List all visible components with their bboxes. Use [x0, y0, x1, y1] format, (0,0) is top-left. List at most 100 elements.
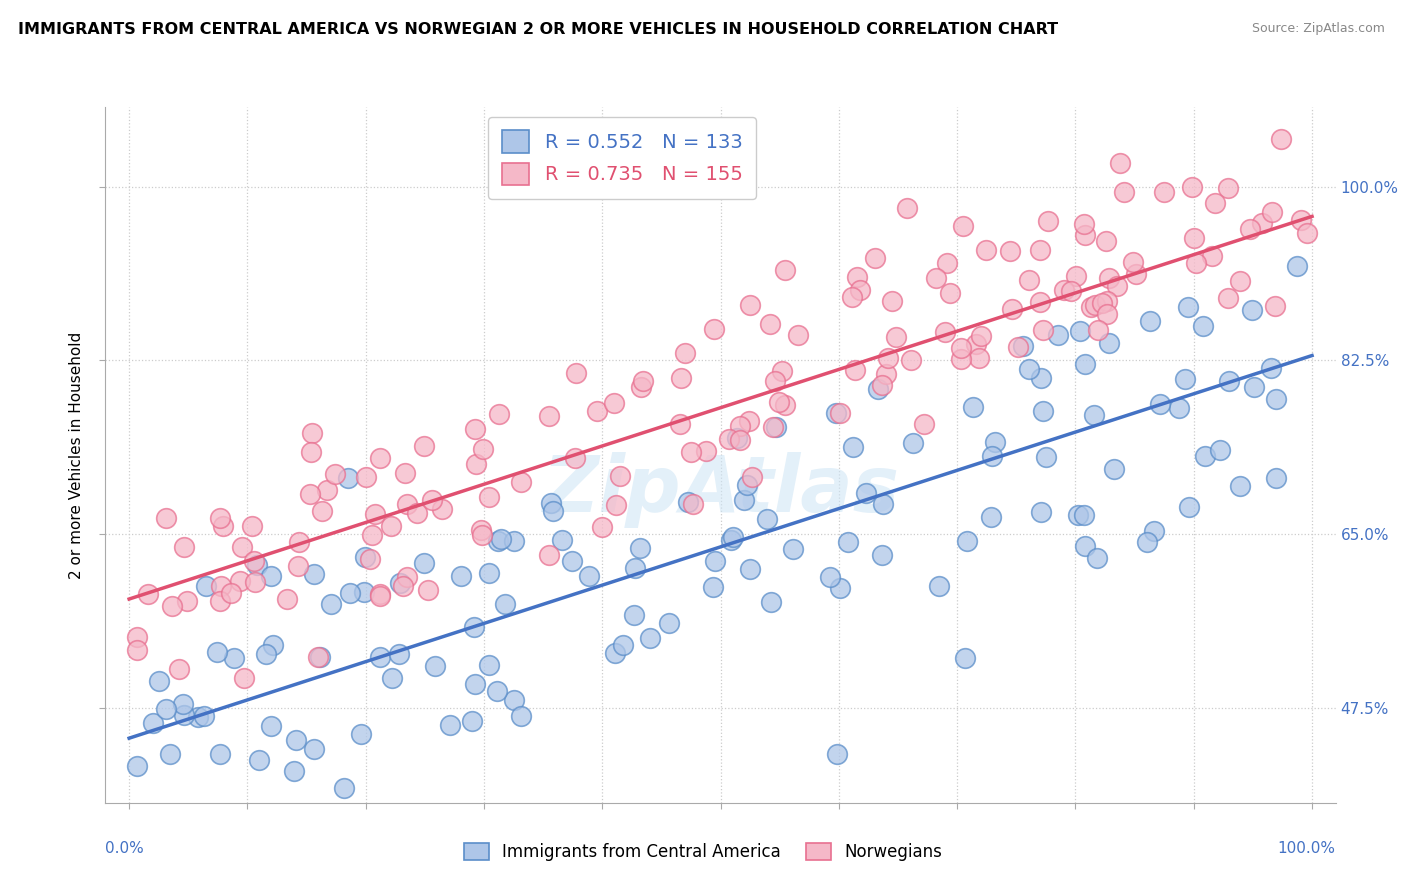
Point: [1239, 222, 1261, 236]
Point: [1178, 500, 1201, 515]
Point: [950, 351, 973, 366]
Point: [770, 364, 793, 378]
Point: [1174, 372, 1197, 386]
Point: [759, 317, 782, 331]
Point: [855, 485, 877, 500]
Point: [247, 753, 270, 767]
Point: [193, 709, 215, 723]
Point: [605, 498, 627, 512]
Point: [463, 620, 485, 634]
Point: [232, 672, 254, 686]
Point: [425, 658, 447, 673]
Point: [231, 540, 253, 554]
Point: [773, 399, 796, 413]
Point: [912, 417, 935, 431]
Point: [478, 657, 501, 672]
Point: [1167, 401, 1189, 415]
Point: [335, 822, 357, 836]
Point: [148, 674, 170, 689]
Point: [1263, 299, 1285, 313]
Point: [782, 541, 804, 556]
Point: [624, 560, 647, 574]
Point: [136, 587, 159, 601]
Point: [623, 607, 645, 622]
Point: [1257, 70, 1279, 85]
Point: [970, 329, 993, 343]
Point: [1272, 86, 1295, 100]
Point: [485, 684, 508, 698]
Text: IMMIGRANTS FROM CENTRAL AMERICA VS NORWEGIAN 2 OR MORE VEHICLES IN HOUSEHOLD COR: IMMIGRANTS FROM CENTRAL AMERICA VS NORWE…: [18, 22, 1059, 37]
Point: [509, 709, 531, 723]
Point: [845, 270, 868, 285]
Point: [1229, 274, 1251, 288]
Point: [723, 530, 745, 544]
Point: [733, 492, 755, 507]
Point: [1265, 471, 1288, 485]
Point: [1136, 535, 1159, 549]
Point: [1191, 318, 1213, 333]
Point: [1069, 325, 1091, 339]
Point: [658, 616, 681, 631]
Point: [1001, 301, 1024, 316]
Point: [818, 570, 841, 584]
Point: [934, 325, 956, 339]
Point: [541, 504, 564, 518]
Point: [1080, 301, 1102, 315]
Point: [1139, 314, 1161, 328]
Point: [578, 569, 600, 583]
Point: [841, 290, 863, 304]
Point: [159, 747, 181, 761]
Point: [1153, 185, 1175, 199]
Point: [1105, 278, 1128, 293]
Point: [260, 569, 283, 583]
Point: [603, 646, 626, 660]
Point: [316, 483, 339, 497]
Point: [461, 714, 484, 728]
Point: [1251, 217, 1274, 231]
Point: [209, 747, 232, 761]
Point: [368, 450, 391, 465]
Point: [603, 396, 626, 410]
Point: [756, 511, 779, 525]
Point: [1098, 335, 1121, 350]
Point: [939, 286, 962, 301]
Text: Source: ZipAtlas.com: Source: ZipAtlas.com: [1251, 22, 1385, 36]
Point: [1073, 217, 1095, 231]
Point: [471, 442, 494, 457]
Y-axis label: 2 or more Vehicles in Household: 2 or more Vehicles in Household: [69, 331, 84, 579]
Point: [311, 504, 333, 518]
Point: [870, 378, 893, 392]
Point: [695, 444, 717, 458]
Point: [209, 593, 232, 607]
Point: [1289, 213, 1312, 227]
Point: [124, 881, 146, 892]
Point: [1083, 298, 1105, 312]
Point: [1149, 397, 1171, 411]
Point: [1046, 327, 1069, 342]
Point: [880, 293, 903, 308]
Point: [669, 370, 692, 384]
Point: [307, 650, 329, 665]
Point: [787, 328, 810, 343]
Point: [1260, 361, 1282, 376]
Point: [673, 346, 696, 360]
Point: [464, 422, 486, 436]
Point: [870, 548, 893, 562]
Point: [1216, 181, 1239, 195]
Point: [302, 741, 325, 756]
Point: [564, 450, 586, 465]
Point: [155, 511, 177, 525]
Point: [896, 201, 918, 215]
Point: [420, 492, 443, 507]
Point: [849, 283, 872, 297]
Point: [703, 322, 725, 336]
Point: [844, 363, 866, 377]
Point: [1108, 156, 1130, 170]
Point: [956, 534, 979, 549]
Point: [703, 554, 725, 568]
Point: [868, 382, 890, 396]
Point: [1031, 370, 1053, 384]
Point: [865, 251, 887, 265]
Point: [1073, 508, 1095, 523]
Point: [1091, 295, 1114, 310]
